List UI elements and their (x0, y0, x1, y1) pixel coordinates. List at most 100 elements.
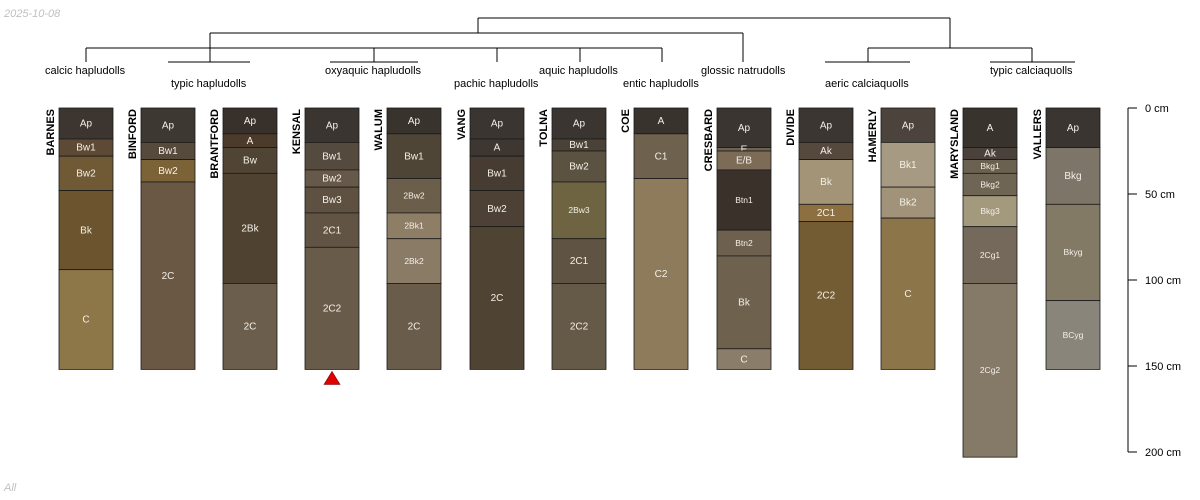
horizon-label: C (82, 315, 89, 326)
footer-label: All (4, 482, 17, 494)
horizon-label: C (740, 354, 747, 365)
horizon-label: Bk1 (899, 160, 917, 171)
horizon-label: Bw1 (76, 143, 96, 154)
horizon-label: Bw2 (322, 174, 342, 185)
horizon-rect (386, 107, 442, 135)
profile-name: HAMERLY (867, 108, 879, 162)
horizon-label: 2C2 (323, 304, 342, 315)
horizon-rect (386, 238, 442, 284)
profile-brantford: Ap A Bw 2Bk 2C BRANTFORD (209, 107, 278, 370)
depth-tick-label: 0 cm (1145, 103, 1169, 115)
horizon-rect (304, 107, 360, 143)
profile-walum: Ap Bw1 2Bw2 2Bk1 2Bk2 2C WALUM (373, 107, 442, 370)
depth-tick-label: 200 cm (1145, 447, 1181, 459)
horizon-label: 2C (491, 293, 504, 304)
horizon-label: Btn1 (735, 195, 753, 205)
horizon-rect (386, 283, 442, 370)
horizon-rect (880, 217, 936, 370)
horizon-rect (58, 107, 114, 140)
horizon-label: Ak (984, 149, 997, 160)
horizon-rect (304, 246, 360, 370)
horizon-rect (58, 155, 114, 191)
horizon-label: E/B (736, 156, 752, 167)
profile-hamerly: Ap Bk1 Bk2 C HAMERLY (867, 107, 936, 370)
horizon-rect (222, 172, 278, 284)
horizon-label: Ap (244, 116, 257, 127)
horizon-rect (551, 283, 607, 370)
profile-name: MARYSLAND (949, 109, 961, 179)
horizon-label: Ap (408, 116, 421, 127)
horizon-rect (58, 269, 114, 370)
horizon-label: 2C1 (323, 225, 342, 236)
horizon-rect (633, 178, 689, 370)
profile-kensal: Ap Bw1 Bw2 Bw3 2C1 2C2 KENSAL (291, 107, 360, 385)
horizon-rect (304, 186, 360, 214)
profile-name: CRESBARD (703, 109, 715, 171)
horizon-rect (58, 190, 114, 271)
taxonomy-label: pachic hapludolls (454, 78, 539, 90)
horizon-label: E (741, 144, 748, 155)
profile-name: DIVIDE (785, 109, 797, 146)
horizon-rect (716, 255, 772, 350)
horizon-rect (633, 107, 689, 135)
taxonomy-label: entic hapludolls (623, 78, 699, 90)
taxonomy-labels: calcic hapludolls typic hapludolls oxyaqui… (45, 65, 1073, 90)
horizon-label: Bk2 (899, 198, 917, 209)
horizon-label: 2C1 (570, 256, 589, 267)
horizon-label: A (987, 123, 994, 134)
horizon-label: Bkyg (1064, 247, 1083, 257)
horizon-rect (386, 212, 442, 240)
profile-name: BINFORD (127, 109, 139, 159)
horizon-rect (222, 147, 278, 174)
horizon-label: Bk (820, 177, 833, 188)
horizon-label: Bw1 (158, 146, 178, 157)
horizon-rect (551, 107, 607, 140)
horizon-label: Ap (162, 120, 175, 131)
horizon-rect (140, 107, 196, 143)
profile-vang: Ap A Bw1 Bw2 2C VANG (456, 107, 525, 370)
horizon-label: 2Cg1 (980, 250, 1001, 260)
horizon-label: Ap (80, 119, 93, 130)
horizon-label: Bw1 (569, 140, 589, 151)
horizon-label: Bw1 (487, 169, 507, 180)
horizon-label: Bw2 (487, 204, 507, 215)
horizon-rect (633, 133, 689, 179)
horizon-label: Bkg1 (980, 161, 1000, 171)
horizon-label: Bw3 (322, 195, 342, 206)
horizon-label: Bw2 (569, 162, 589, 173)
horizon-rect (222, 283, 278, 370)
horizon-rect (962, 283, 1018, 458)
profile-divide: Ap Ak Bk 2C1 2C2 DIVIDE (785, 107, 854, 370)
horizon-label: 2Cg2 (980, 365, 1001, 375)
horizon-rect (880, 107, 936, 143)
horizon-label: Ap (326, 120, 339, 131)
horizon-rect (962, 195, 1018, 228)
depth-axis: 0 cm 50 cm 100 cm 150 cm 200 cm (1127, 103, 1181, 459)
profile-marker-triangle (323, 370, 341, 385)
horizon-rect (386, 178, 442, 214)
depth-tick-label: 150 cm (1145, 361, 1181, 373)
taxonomy-label: typic calciaquolls (990, 65, 1073, 77)
horizon-rect (551, 181, 607, 240)
horizon-label: Bk (80, 225, 93, 236)
horizon-rect (551, 238, 607, 284)
profile-name: WALUM (373, 109, 385, 151)
taxonomy-label: typic hapludolls (171, 78, 247, 90)
horizon-label: Ap (1067, 123, 1080, 134)
horizon-label: Ap (902, 120, 915, 131)
horizon-label: A (658, 116, 665, 127)
horizon-rect (962, 226, 1018, 284)
horizon-rect (880, 186, 936, 219)
horizon-rect (798, 221, 854, 370)
horizon-label: Bw1 (404, 151, 424, 162)
horizon-label: Bk (738, 298, 751, 309)
taxonomy-label: aeric calciaquolls (825, 78, 909, 90)
horizon-label: BCyg (1063, 330, 1084, 340)
horizon-label: C (904, 289, 911, 300)
profile-vallers: Ap Bkg Bkyg BCyg VALLERS (1032, 107, 1101, 370)
horizon-rect (1045, 147, 1101, 205)
profile-name: VALLERS (1032, 109, 1044, 160)
